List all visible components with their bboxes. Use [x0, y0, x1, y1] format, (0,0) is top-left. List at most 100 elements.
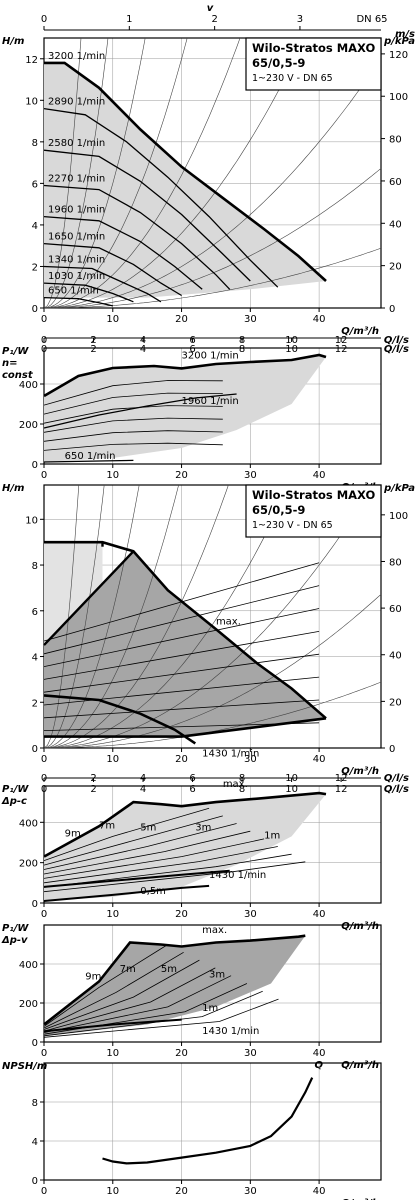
power-curve-label: 3200 1/min	[182, 350, 239, 361]
setpoint-curve	[43, 975, 232, 1033]
curve-annotation: 5m	[140, 822, 156, 833]
y-tick-label: 2	[32, 698, 38, 709]
secondary-tick-label: 4	[140, 784, 146, 795]
top-flow-tick-label: 2	[90, 773, 96, 784]
top-flow-tick-label: 4	[140, 335, 146, 346]
x-tick-label: 40	[313, 1186, 326, 1197]
setpoint-curve	[43, 846, 278, 884]
secondary-tick-label: 12	[335, 784, 348, 795]
power-curve	[43, 1018, 182, 1033]
y-axis-subtitle: Δp-v	[1, 935, 28, 946]
top-flow-axis-title: Q/l/s	[384, 335, 409, 346]
x-axis-title: Q/m³/h	[341, 326, 379, 337]
setpoint-curve	[43, 861, 306, 893]
power-envelope	[44, 935, 306, 1037]
x-tick-label: 10	[106, 1186, 119, 1197]
x-tick-label: 30	[244, 1186, 257, 1197]
y2-axis-title: p/kPa	[383, 483, 415, 494]
y-tick-label: 0	[32, 460, 38, 471]
power-curve	[43, 934, 306, 1026]
y2-tick-label: 0	[389, 744, 395, 755]
speed-curve-label: 1650 1/min	[48, 232, 105, 243]
y2-tick-label: 80	[389, 135, 402, 146]
speed-curve	[43, 215, 203, 290]
y-tick-label: 0	[32, 899, 38, 910]
setpoint-curve	[43, 823, 237, 870]
y-tick-label: 12	[25, 55, 38, 66]
setpoint-curve	[43, 838, 265, 879]
min-speed-label: 1430 1/min	[202, 748, 259, 759]
x-tick-label: 20	[175, 1048, 188, 1059]
y-tick-label: 0	[32, 1176, 38, 1187]
y-tick-label: 2	[32, 262, 38, 273]
setpoint-curve	[43, 990, 263, 1037]
y2-tick-label: 80	[389, 557, 402, 568]
x-tick-label: 30	[244, 909, 257, 920]
y-tick-label: 6	[32, 179, 38, 190]
dp-v-region	[44, 551, 326, 737]
system-curve	[43, 484, 291, 749]
setpoint-curve	[43, 815, 223, 866]
y-axis-title: NPSH/m	[2, 1061, 47, 1072]
secondary-tick-label: 10	[285, 784, 298, 795]
curve-annotation: max.	[223, 779, 248, 790]
system-curve	[43, 37, 82, 309]
velocity-axis-title: v	[207, 3, 214, 14]
title-box	[245, 484, 382, 538]
speed-curve	[44, 61, 327, 282]
y-axis-subtitle: n=	[2, 358, 18, 369]
max-label: max.	[216, 617, 241, 628]
secondary-tick-label: 2	[90, 344, 96, 355]
setpoint-curve	[43, 830, 251, 875]
x-tick-label: 40	[313, 314, 326, 325]
y2-tick-label: 40	[389, 651, 402, 662]
x-tick-label: 20	[175, 470, 188, 481]
y-axis-subtitle: Δp-c	[1, 796, 27, 807]
secondary-tick-label: 12	[335, 344, 348, 355]
y2-tick-label: 60	[389, 177, 402, 188]
x-tick-label: 30	[244, 470, 257, 481]
speed-curve-label: 1030 1/min	[48, 271, 105, 282]
setpoint-curve	[43, 959, 200, 1030]
x-tick-label: 0	[41, 470, 47, 481]
curve-annotation: 5m	[161, 964, 177, 975]
y-tick-label: 8	[32, 1098, 38, 1109]
x-axis-title: Q/m³/h	[341, 1060, 379, 1071]
curve-annotation: 1m	[202, 1003, 218, 1014]
power-curve	[43, 380, 223, 406]
secondary-tick-label: 4	[140, 344, 146, 355]
x-tick-label: 0	[41, 754, 47, 765]
y2-tick-label: 60	[389, 604, 402, 615]
speed-curve-label: 2580 1/min	[48, 138, 105, 149]
setpoint-curve	[43, 998, 279, 1038]
power-curve	[43, 442, 223, 451]
power-curve	[43, 353, 327, 398]
limit-curve	[43, 694, 197, 745]
x-tick-label: 10	[106, 909, 119, 920]
system-curve	[43, 37, 146, 309]
power-envelope	[44, 355, 326, 462]
setpoint-line	[43, 585, 320, 655]
x-tick-label: 0	[41, 1048, 47, 1059]
secondary-tick-label: 6	[189, 784, 195, 795]
power-curve	[43, 884, 210, 902]
y-tick-label: 4	[32, 221, 38, 232]
curve-annotation: 9m	[65, 828, 81, 839]
y2-tick-label: 20	[389, 262, 402, 273]
y2-tick-label: 100	[389, 511, 408, 522]
top-flow-tick-label: 8	[239, 335, 245, 346]
system-curve	[43, 484, 80, 749]
secondary-tick-label: 8	[239, 784, 245, 795]
y-tick-label: 4	[32, 653, 38, 664]
speed-curve-label: 3200 1/min	[48, 51, 105, 62]
chart-title: Wilo-Stratos MAXO	[252, 41, 376, 55]
system-curve	[43, 484, 105, 749]
speed-curve	[43, 149, 251, 282]
secondary-tick-label: 6	[189, 344, 195, 355]
operating-envelope	[44, 62, 326, 298]
x-tick-label: 0	[41, 314, 47, 325]
speed-curve	[43, 242, 182, 297]
